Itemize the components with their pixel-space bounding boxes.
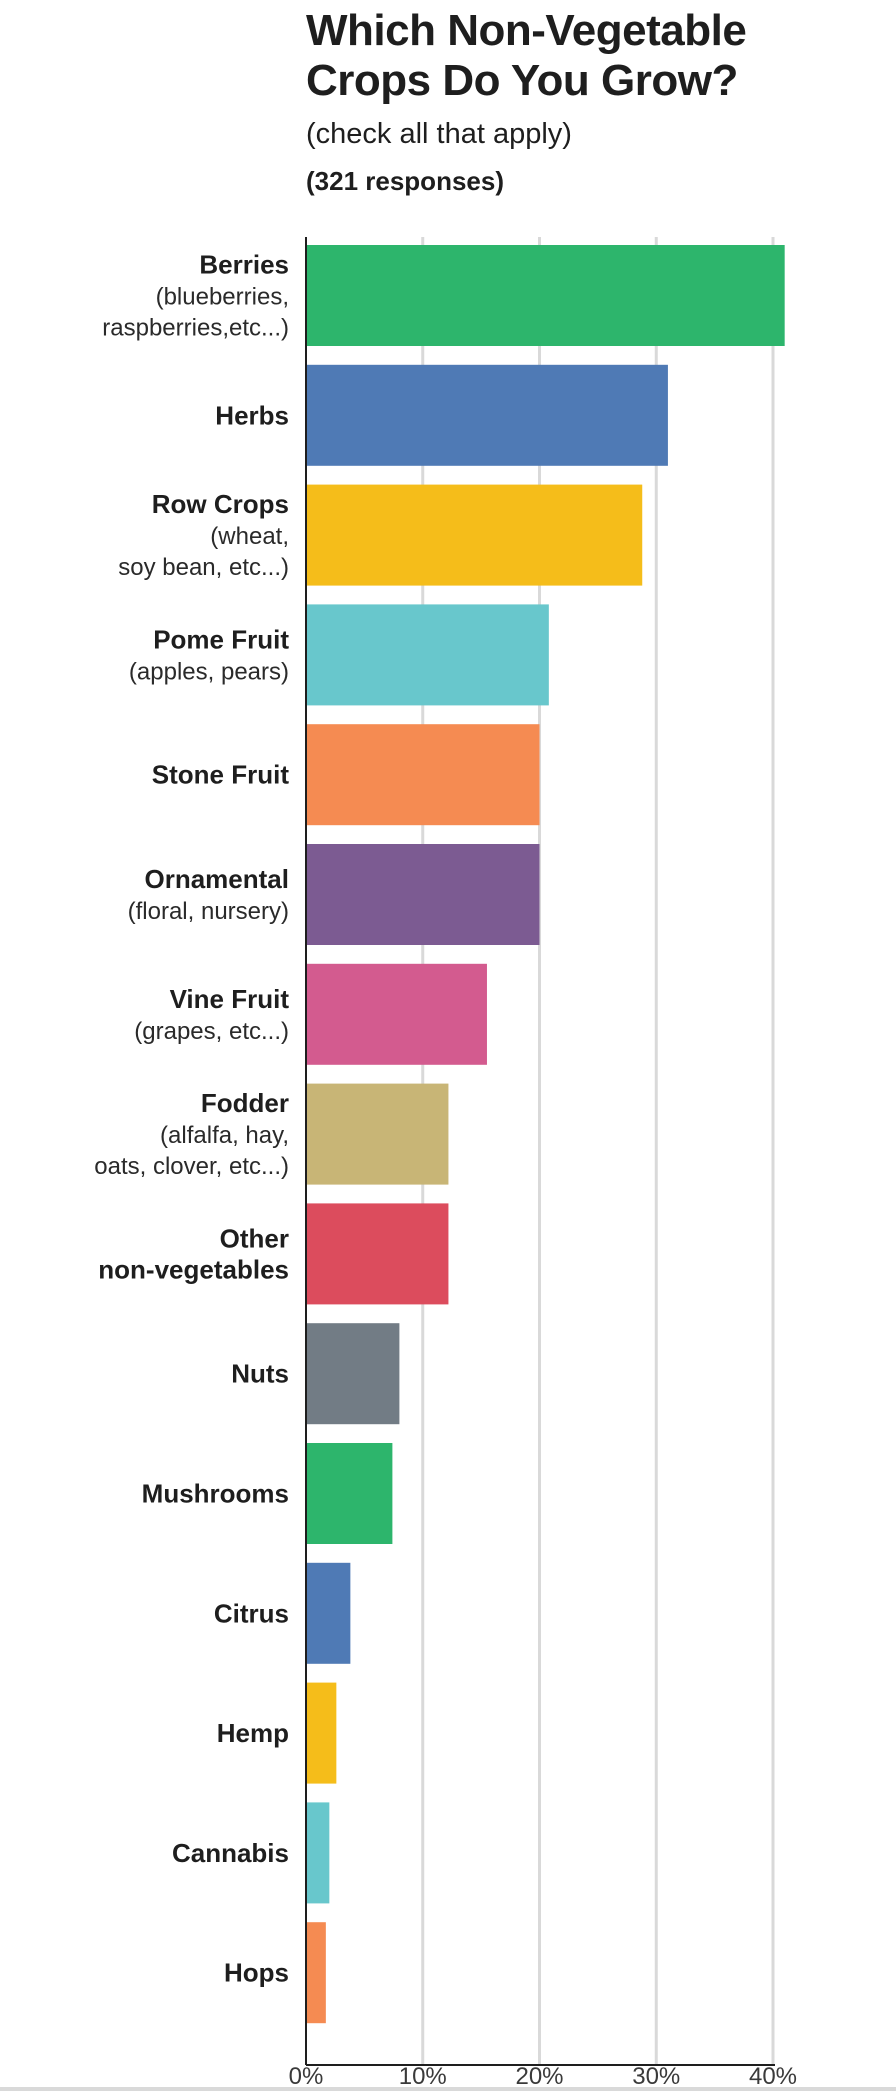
bar: [306, 484, 643, 586]
tick-label: 40%: [749, 2063, 797, 2090]
chart-header: Which Non-Vegetable Crops Do You Grow? (…: [306, 6, 866, 197]
category-label: raspberries,etc...): [102, 315, 289, 342]
bar: [306, 1323, 400, 1425]
category-label: Stone Fruit: [152, 760, 290, 790]
category-label: Ornamental: [145, 864, 290, 894]
chart-subtitle: (check all that apply): [306, 118, 572, 150]
category-label: Cannabis: [172, 1838, 289, 1868]
bar: [306, 963, 487, 1065]
bottom-rule: [0, 2087, 896, 2091]
category-label: Fodder: [201, 1088, 289, 1118]
bar: [306, 1083, 449, 1185]
category-label: Other: [220, 1223, 289, 1253]
tick-label: 10%: [399, 2063, 447, 2090]
category-label: Berries: [199, 250, 289, 280]
category-label: (grapes, etc...): [134, 1018, 289, 1045]
category-label: Nuts: [231, 1359, 289, 1389]
bar: [306, 1443, 393, 1544]
category-label: Pome Fruit: [153, 624, 289, 654]
tick-label: 30%: [632, 2063, 680, 2090]
bar: [306, 245, 785, 346]
category-label: non-vegetables: [98, 1254, 289, 1284]
category-label: Hemp: [217, 1718, 289, 1748]
category-label: (floral, nursery): [128, 898, 289, 925]
category-label: Vine Fruit: [170, 984, 290, 1014]
bar: [306, 724, 540, 826]
category-label: (apples, pears): [129, 658, 289, 685]
bar: [306, 844, 540, 945]
bar: [306, 1802, 330, 1904]
category-label: (blueberries,: [156, 284, 289, 311]
bar: [306, 1922, 326, 2024]
category-label: (wheat,: [210, 523, 289, 550]
response-count: (321 responses): [306, 166, 504, 196]
category-label: Row Crops: [152, 489, 289, 519]
chart-title: Which Non-Vegetable Crops Do You Grow?: [306, 6, 747, 105]
category-label: Mushrooms: [142, 1479, 289, 1509]
tick-label: 0%: [289, 2063, 324, 2090]
category-label: Citrus: [214, 1598, 289, 1628]
bar: [306, 604, 549, 706]
category-label: (alfalfa, hay,: [160, 1122, 289, 1149]
bar: [306, 1203, 449, 1305]
category-label: oats, clover, etc...): [94, 1153, 289, 1180]
bar: [306, 1682, 337, 1784]
bar: [306, 364, 668, 466]
category-label: Hops: [224, 1958, 289, 1988]
category-label: soy bean, etc...): [118, 554, 289, 581]
bar: [306, 1562, 351, 1664]
category-label: Herbs: [215, 400, 289, 430]
tick-label: 20%: [515, 2063, 563, 2090]
